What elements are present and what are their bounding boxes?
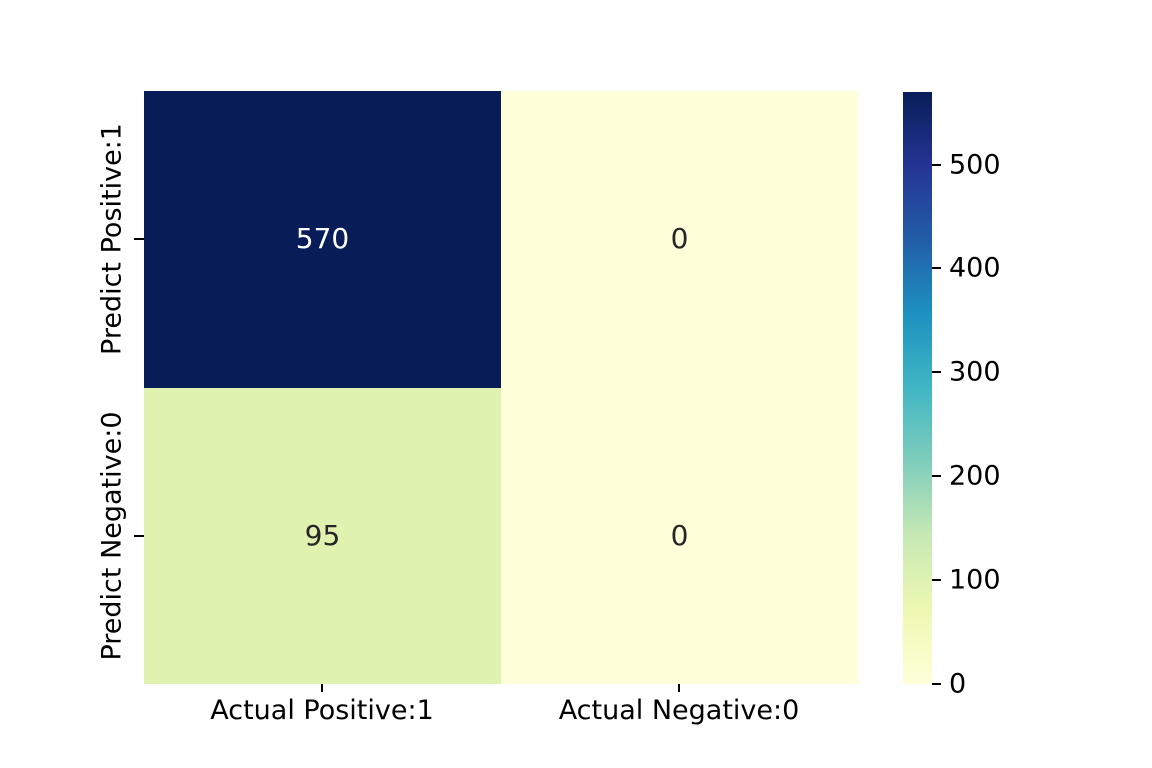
y-axis-label-row1: Predict Negative:0 (96, 411, 128, 661)
cell-annotation: 570 (295, 222, 350, 256)
colorbar-tick (932, 475, 941, 477)
y-axis-tick (134, 535, 144, 537)
x-axis-label-col0: Actual Positive:1 (210, 695, 434, 726)
colorbar-tick-label: 400 (949, 252, 1001, 284)
cell-annotation: 0 (670, 518, 689, 552)
y-axis-tick (134, 238, 144, 240)
x-axis-tick (321, 684, 323, 692)
colorbar-tick (932, 579, 941, 581)
cell-annotation: 95 (304, 518, 341, 552)
heatmap-grid: 570 0 95 0 (144, 91, 858, 684)
colorbar-tick-label: 100 (949, 564, 1001, 596)
heatmap-cell-r0c1: 0 (501, 91, 858, 388)
heatmap-cell-r1c1: 0 (501, 387, 858, 684)
x-axis-label-col1: Actual Negative:0 (558, 695, 800, 726)
colorbar-tick (932, 164, 941, 166)
cell-annotation: 0 (670, 222, 689, 256)
colorbar-tick (932, 267, 941, 269)
heatmap-cell-r0c0: 570 (144, 91, 501, 388)
colorbar-tick (932, 371, 941, 373)
colorbar-tick (932, 683, 941, 685)
colorbar-tick-label: 500 (949, 149, 1001, 181)
heatmap-cell-r1c0: 95 (144, 387, 501, 684)
x-axis-tick (678, 684, 680, 692)
colorbar-gradient (903, 92, 932, 684)
y-axis-label-row0: Predict Positive:1 (96, 123, 128, 355)
colorbar-tick-label: 0 (949, 668, 967, 700)
colorbar-tick-label: 300 (949, 356, 1001, 388)
colorbar-tick-label: 200 (949, 460, 1001, 492)
